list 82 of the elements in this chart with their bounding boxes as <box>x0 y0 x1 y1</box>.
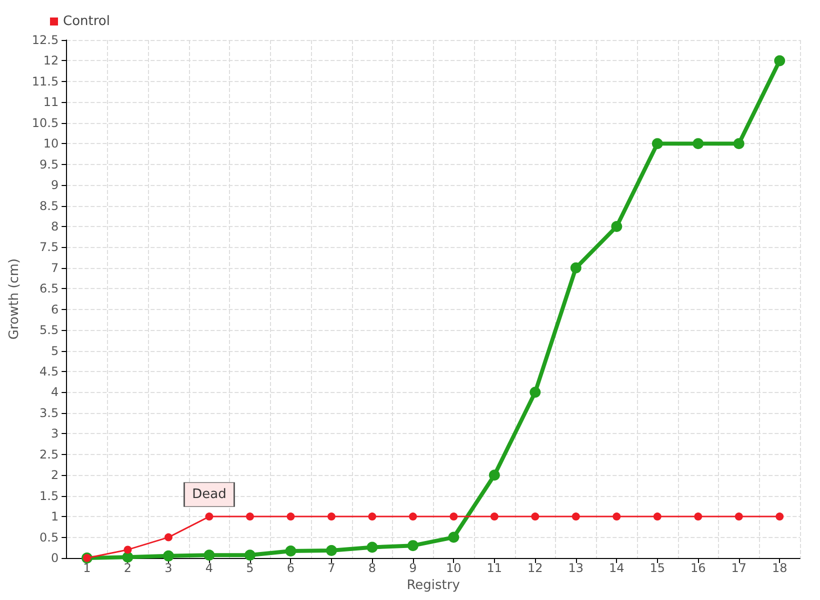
point <box>572 512 580 521</box>
point <box>164 533 172 542</box>
y-tick-label: 2 <box>50 468 59 482</box>
point <box>448 532 460 543</box>
y-tick-label: 6 <box>50 302 59 316</box>
x-tick-label: 1 <box>83 561 91 575</box>
point <box>733 138 744 150</box>
y-tick-label: 9.5 <box>40 157 59 172</box>
y-axis-title: Growth (cm) <box>7 258 22 340</box>
x-axis-title: Registry <box>406 578 460 593</box>
annotation: Dead <box>192 487 226 502</box>
y-tick-label: 1.5 <box>40 488 59 503</box>
x-tick-label: 12 <box>528 561 543 575</box>
y-tick-label: 5.5 <box>40 323 59 338</box>
x-tick-label: 10 <box>446 561 462 575</box>
y-tick-label: 7 <box>50 260 59 275</box>
point <box>366 542 378 553</box>
point <box>490 512 498 521</box>
x-tick-label: 3 <box>164 561 172 575</box>
point <box>204 550 215 561</box>
x-tick-label: 4 <box>205 561 214 575</box>
y-tick-label: 6.5 <box>40 282 59 296</box>
point <box>652 138 663 150</box>
point <box>531 512 540 521</box>
y-tick-label: 11.5 <box>32 74 59 88</box>
x-tick-label: 5 <box>246 561 254 575</box>
y-tick-label: 12.5 <box>32 33 59 47</box>
point <box>205 512 214 521</box>
x-tick-label: 15 <box>650 561 666 575</box>
point <box>653 512 662 521</box>
x-tick-label: 17 <box>731 561 747 575</box>
y-tick-label: 10 <box>43 136 59 151</box>
point <box>327 512 336 521</box>
y-tick-label: 9 <box>50 178 59 192</box>
point <box>285 545 296 556</box>
point <box>407 540 418 552</box>
y-tick-label: 0 <box>50 551 59 565</box>
y-tick-label: 12 <box>43 54 59 68</box>
legend-label: Control <box>63 14 110 29</box>
point <box>450 512 458 521</box>
point <box>776 512 784 521</box>
x-tick-label: 18 <box>772 561 788 575</box>
point <box>162 550 174 562</box>
point <box>611 220 622 232</box>
x-tick-label: 6 <box>286 561 295 575</box>
y-tick-label: 8.5 <box>40 198 59 213</box>
point <box>774 55 786 66</box>
x-tick-label: 8 <box>368 561 376 575</box>
point <box>124 546 132 554</box>
point <box>694 512 702 521</box>
point <box>244 550 256 561</box>
point <box>326 545 337 556</box>
point <box>692 138 704 150</box>
point <box>530 386 541 398</box>
y-tick-label: 3.5 <box>40 406 59 420</box>
x-tick-label: 9 <box>409 561 417 575</box>
x-tick-label: 2 <box>124 561 132 575</box>
y-tick-label: 5 <box>50 344 59 358</box>
point <box>286 512 295 521</box>
point <box>612 512 621 521</box>
y-tick-label: 4.5 <box>40 364 59 379</box>
y-tick-label: 0.5 <box>40 530 59 544</box>
point <box>734 512 743 521</box>
y-tick-label: 4 <box>50 385 59 400</box>
point <box>408 512 417 521</box>
point <box>570 262 582 274</box>
y-tick-label: 3 <box>50 426 59 441</box>
x-tick-label: 7 <box>328 561 336 575</box>
point <box>122 552 134 563</box>
y-tick-label: 1 <box>50 510 59 524</box>
point <box>488 470 500 481</box>
y-tick-label: 11 <box>43 95 59 110</box>
point <box>246 512 254 521</box>
y-tick-label: 2.5 <box>40 447 59 462</box>
y-tick-label: 7.5 <box>40 240 59 254</box>
point <box>368 512 376 521</box>
x-tick-label: 11 <box>486 561 502 575</box>
y-tick-label: 10.5 <box>32 116 59 130</box>
x-tick-label: 13 <box>568 561 584 575</box>
x-tick-label: 14 <box>609 561 624 575</box>
y-tick-label: 8 <box>50 219 59 234</box>
x-tick-label: 16 <box>690 561 706 575</box>
